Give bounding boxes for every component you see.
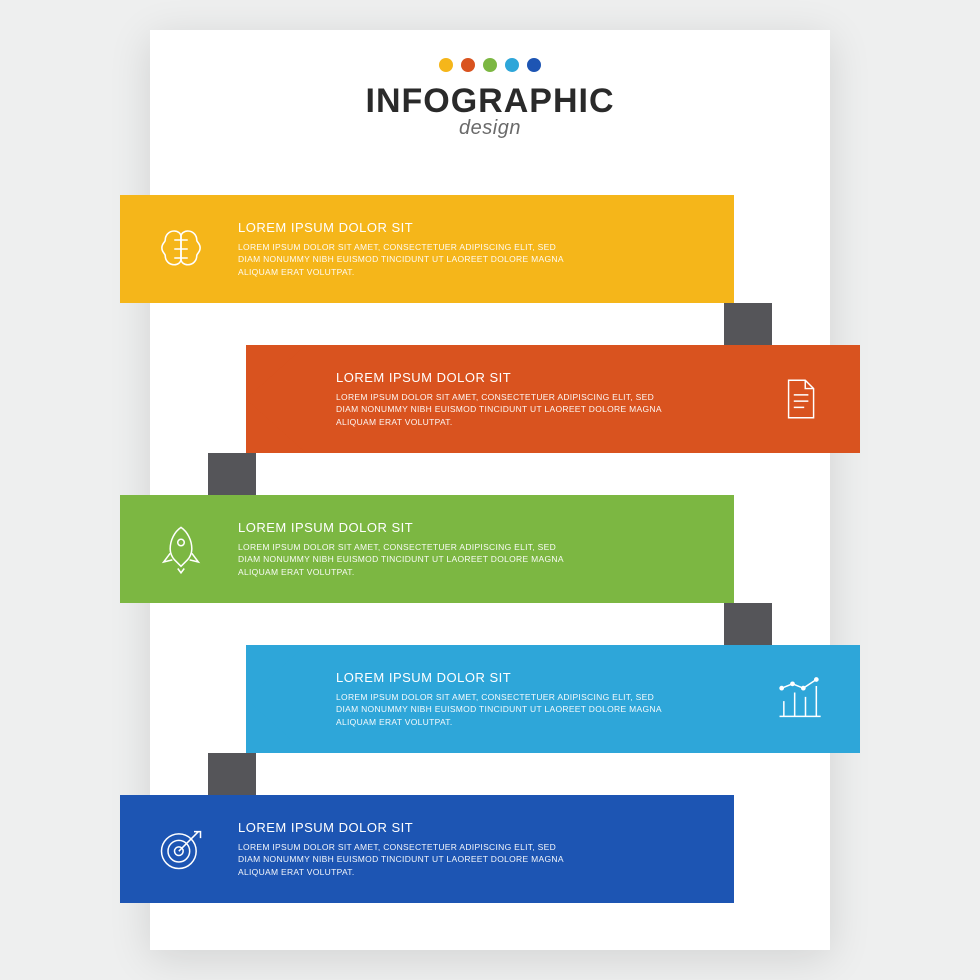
- dot-5: [527, 58, 541, 72]
- chart-icon: [768, 668, 830, 730]
- ribbon-3: LOREM IPSUM DOLOR SIT LOREM IPSUM DOLOR …: [150, 495, 830, 603]
- title-main: INFOGRAPHIC: [150, 82, 830, 121]
- ribbon-4: LOREM IPSUM DOLOR SIT LOREM IPSUM DOLOR …: [150, 645, 830, 753]
- ribbon-2: LOREM IPSUM DOLOR SIT LOREM IPSUM DOLOR …: [150, 345, 830, 453]
- step-5-body: LOREM IPSUM DOLOR SIT AMET, CONSECTETUER…: [238, 841, 578, 878]
- step-1-title: LOREM IPSUM DOLOR SIT: [238, 220, 644, 235]
- ribbon-1-body: LOREM IPSUM DOLOR SIT LOREM IPSUM DOLOR …: [120, 195, 734, 303]
- ribbon-stack: LOREM IPSUM DOLOR SIT LOREM IPSUM DOLOR …: [150, 195, 830, 903]
- header: INFOGRAPHIC design: [150, 30, 830, 140]
- step-2-title: LOREM IPSUM DOLOR SIT: [336, 370, 742, 385]
- ribbon-4-body: LOREM IPSUM DOLOR SIT LOREM IPSUM DOLOR …: [246, 645, 860, 753]
- step-3-title: LOREM IPSUM DOLOR SIT: [238, 520, 644, 535]
- dot-3: [483, 58, 497, 72]
- dot-4: [505, 58, 519, 72]
- rocket-icon: [150, 518, 212, 580]
- ribbon-1-fold: [724, 303, 772, 351]
- header-dots: [150, 58, 830, 72]
- step-4-body: LOREM IPSUM DOLOR SIT AMET, CONSECTETUER…: [336, 691, 676, 728]
- step-4-title: LOREM IPSUM DOLOR SIT: [336, 670, 742, 685]
- dot-1: [439, 58, 453, 72]
- ribbon-1: LOREM IPSUM DOLOR SIT LOREM IPSUM DOLOR …: [150, 195, 830, 303]
- step-5-title: LOREM IPSUM DOLOR SIT: [238, 820, 644, 835]
- step-3-body: LOREM IPSUM DOLOR SIT AMET, CONSECTETUER…: [238, 541, 578, 578]
- ribbon-2-body: LOREM IPSUM DOLOR SIT LOREM IPSUM DOLOR …: [246, 345, 860, 453]
- title-sub: design: [150, 117, 830, 140]
- step-1-body: LOREM IPSUM DOLOR SIT AMET, CONSECTETUER…: [238, 241, 578, 278]
- ribbon-3-fold: [724, 603, 772, 651]
- ribbon-2-fold: [208, 453, 256, 501]
- target-icon: [150, 818, 212, 880]
- ribbon-3-body: LOREM IPSUM DOLOR SIT LOREM IPSUM DOLOR …: [120, 495, 734, 603]
- step-2-body: LOREM IPSUM DOLOR SIT AMET, CONSECTETUER…: [336, 391, 676, 428]
- ribbon-5-body: LOREM IPSUM DOLOR SIT LOREM IPSUM DOLOR …: [120, 795, 734, 903]
- ribbon-5: LOREM IPSUM DOLOR SIT LOREM IPSUM DOLOR …: [150, 795, 830, 903]
- brain-icon: [150, 218, 212, 280]
- document-icon: [768, 368, 830, 430]
- infographic-canvas: INFOGRAPHIC design LOREM IPSUM DOLOR SIT: [150, 30, 830, 950]
- ribbon-4-fold: [208, 753, 256, 801]
- dot-2: [461, 58, 475, 72]
